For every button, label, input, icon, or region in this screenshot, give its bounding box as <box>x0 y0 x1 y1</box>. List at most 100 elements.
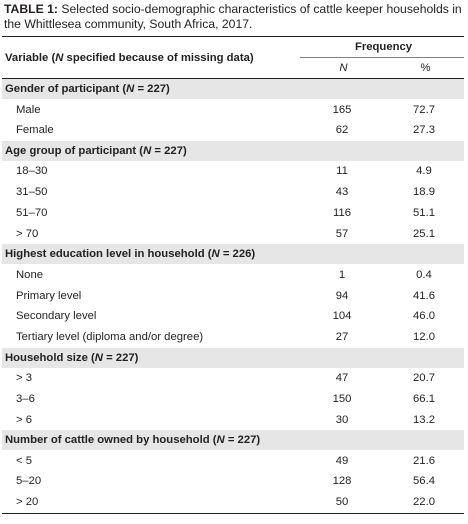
group-heading-n: N <box>143 144 152 157</box>
table-row: Male 165 72.7 <box>2 99 464 120</box>
variable-header-n: N <box>55 51 64 64</box>
row-n-value: 150 <box>332 392 352 405</box>
table-header: Variable (N specified because of missing… <box>2 36 465 79</box>
row-label: 3–6 <box>16 392 35 405</box>
row-percent-value: 66.1 <box>413 392 435 405</box>
group-row: Age group of participant (N = 227) <box>2 140 465 161</box>
row-label: 5–20 <box>16 475 42 488</box>
table-row: > 3 47 20.7 <box>2 368 464 389</box>
row-percent-value: 51.1 <box>413 206 435 219</box>
group-row: Gender of participant (N = 227) <box>2 78 465 100</box>
table-row: 3–6 150 66.1 <box>2 389 464 410</box>
table-caption: TABLE 1: Selected socio-demographic char… <box>4 2 464 31</box>
row-n-value: 11 <box>336 165 348 178</box>
table-row: 51–70 116 51.1 <box>2 203 464 224</box>
variable-header-post: specified because of missing data) <box>63 51 254 64</box>
row-n-value: 1 <box>338 268 346 281</box>
row-percent-value: 22.0 <box>384 491 465 514</box>
row-n-value: 104 <box>332 310 352 323</box>
row-percent-value: 27.3 <box>413 124 435 137</box>
group-heading: Highest education level in household (N … <box>2 244 465 265</box>
row-n-value: 128 <box>332 475 352 488</box>
row-label: > 3 <box>16 372 33 385</box>
variable-header-pre: Variable ( <box>5 51 56 64</box>
row-label: 51–70 <box>16 206 48 219</box>
row-label: > 6 <box>16 413 33 426</box>
group-heading-pre: Household size ( <box>5 351 95 364</box>
group-row: Household size (N = 227) <box>2 347 465 368</box>
row-n-value: 94 <box>335 289 349 302</box>
row-label: Male <box>16 103 41 116</box>
row-label: 31–50 <box>16 186 48 199</box>
row-label: 18–30 <box>16 165 48 178</box>
table-row: 18–30 11 4.9 <box>2 161 464 182</box>
group-heading-n: N <box>94 351 103 364</box>
row-percent-value: 25.1 <box>413 227 435 240</box>
percent-column-header: % <box>384 57 465 79</box>
row-n-value: 116 <box>332 206 351 219</box>
group-heading: Gender of participant (N = 227) <box>2 78 465 100</box>
row-n-value: 30 <box>335 413 349 426</box>
table-row: None 1 0.4 <box>2 264 464 285</box>
row-percent-value: 0.4 <box>416 268 432 281</box>
row-n-value: 165 <box>332 103 352 116</box>
group-heading-n: N <box>126 83 135 96</box>
row-label: Female <box>16 124 54 137</box>
characteristics-table: Variable (N specified because of missing… <box>2 36 465 514</box>
row-percent-value: 18.9 <box>413 186 435 199</box>
row-label: > 70 <box>16 227 39 240</box>
row-n-value: 50 <box>300 491 384 514</box>
row-percent-value: 4.9 <box>416 165 432 178</box>
table-row: Female 62 27.3 <box>2 120 464 141</box>
group-heading-post: = 227) <box>134 83 170 96</box>
group-heading: Age group of participant (N = 227) <box>2 140 465 161</box>
frequency-header: Frequency <box>300 36 465 58</box>
table-row: < 5 49 21.6 <box>2 450 464 471</box>
row-n-value: 27 <box>335 331 349 344</box>
row-percent-value: 56.4 <box>413 475 435 488</box>
row-percent-value: 21.6 <box>413 454 435 467</box>
row-label: Tertiary level (diploma and/or degree) <box>16 331 204 344</box>
group-heading-post: = 226) <box>219 248 256 261</box>
row-label: None <box>16 268 44 281</box>
row-n-value: 47 <box>335 372 349 385</box>
row-percent-value: 13.2 <box>413 413 435 426</box>
table-row: 5–20 128 56.4 <box>2 471 464 492</box>
row-label: < 5 <box>16 454 33 467</box>
table-row: > 70 57 25.1 <box>2 223 464 244</box>
variable-header: Variable (N specified because of missing… <box>2 36 300 79</box>
row-percent-value: 12.0 <box>413 331 435 344</box>
table-row: > 6 30 13.2 <box>2 409 464 430</box>
group-row: Number of cattle owned by household (N =… <box>2 430 465 451</box>
group-heading: Number of cattle owned by household (N =… <box>2 430 465 451</box>
row-n-value: 62 <box>335 124 349 137</box>
group-heading-pre: Number of cattle owned by household ( <box>5 434 217 447</box>
group-heading-post: = 227) <box>224 434 261 447</box>
table-body: Gender of participant (N = 227) Male 165 72… <box>2 78 465 514</box>
row-n-value: 43 <box>335 186 349 199</box>
row-percent-value: 46.0 <box>413 310 435 323</box>
caption-label: TABLE 1: <box>4 2 58 16</box>
group-heading-post: = 227) <box>102 351 139 364</box>
group-heading-pre: Age group of participant ( <box>5 144 144 157</box>
row-percent-value: 20.7 <box>413 372 435 385</box>
group-heading-post: = 227) <box>151 144 187 157</box>
table-row: Primary level 94 41.6 <box>2 285 464 306</box>
group-heading-n: N <box>211 248 220 261</box>
row-n-value: 57 <box>335 227 349 240</box>
group-heading-n: N <box>216 434 225 447</box>
row-percent-value: 41.6 <box>413 289 435 302</box>
table-row: Tertiary level (diploma and/or degree) 27… <box>2 327 464 348</box>
group-row: Highest education level in household (N … <box>2 244 465 265</box>
caption-text: Selected socio-demographic characteristi… <box>4 2 462 31</box>
group-heading-pre: Highest education level in household ( <box>5 248 212 261</box>
group-heading: Household size (N = 227) <box>2 347 465 368</box>
row-label: Primary level <box>16 289 82 302</box>
group-heading-pre: Gender of participant ( <box>5 83 127 96</box>
row-label: > 20 <box>2 491 300 514</box>
table-row: > 20 50 22.0 <box>2 491 465 514</box>
row-label: Secondary level <box>16 310 97 323</box>
row-n-value: 49 <box>335 454 349 467</box>
row-percent-value: 72.7 <box>413 103 435 116</box>
